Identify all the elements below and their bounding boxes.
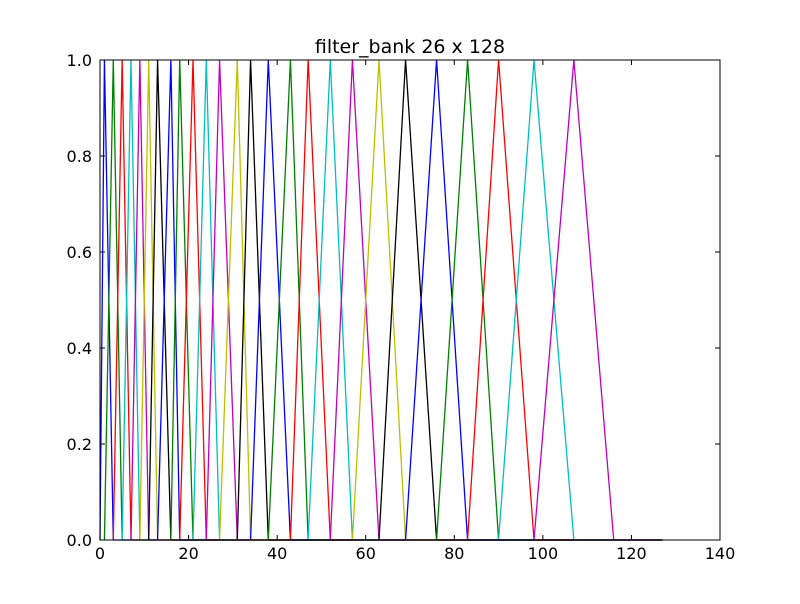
x-tick-label: 0	[95, 544, 105, 563]
y-tick-label: 0.0	[67, 531, 92, 550]
x-tick-label: 100	[528, 544, 559, 563]
x-tick-label: 60	[356, 544, 376, 563]
x-tick-label: 80	[444, 544, 464, 563]
y-tick-label: 0.2	[67, 435, 92, 454]
chart-title: filter_bank 26 x 128	[315, 36, 505, 58]
y-tick-label: 0.6	[67, 243, 92, 262]
y-tick-label: 1.0	[67, 51, 92, 70]
x-tick-label: 140	[705, 544, 736, 563]
x-tick-label: 20	[178, 544, 198, 563]
plot-frame	[99, 59, 721, 541]
y-tick-label: 0.4	[67, 339, 92, 358]
x-tick-label: 40	[267, 544, 287, 563]
x-tick-label: 120	[616, 544, 647, 563]
axes-layer: 0 20 40 60 80 100 120 140 0.0 0.2 0.4 0.6 0.8 1.0	[67, 51, 736, 563]
y-tick-label: 0.8	[67, 147, 92, 166]
